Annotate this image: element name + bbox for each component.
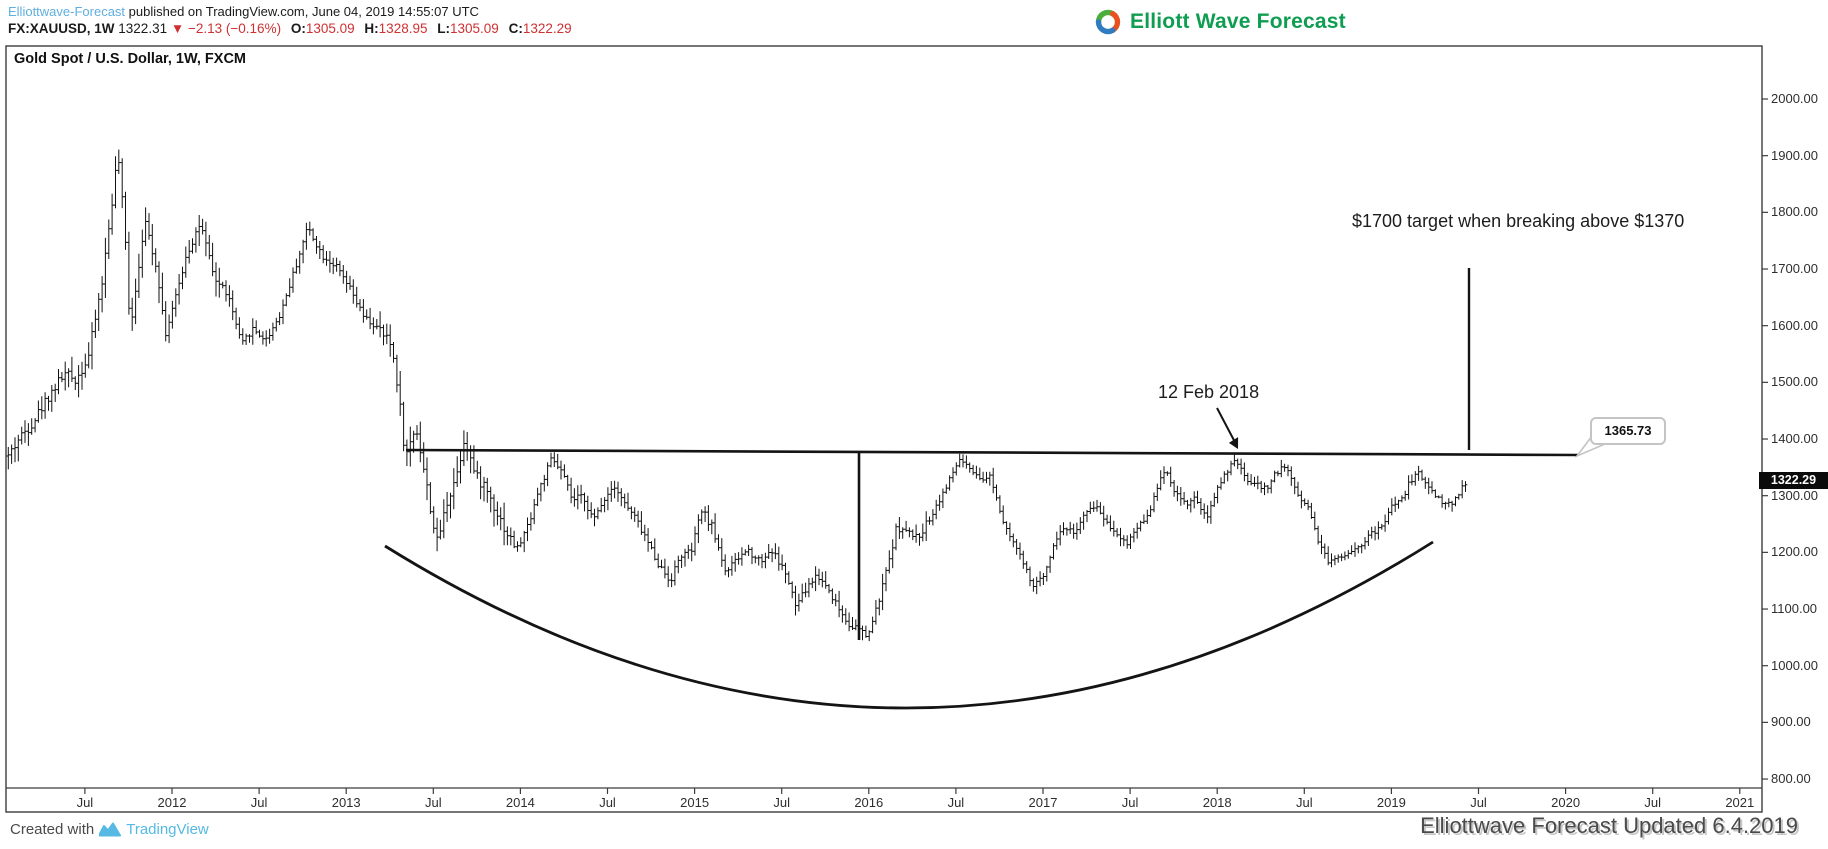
close-value: 1322.29 bbox=[522, 21, 572, 36]
x-axis-label: 2020 bbox=[1551, 795, 1581, 810]
target-annotation: $1700 target when breaking above $1370 bbox=[1352, 211, 1685, 231]
open-label: O: bbox=[290, 21, 306, 36]
x-axis-label: Jul bbox=[424, 795, 442, 810]
y-axis-label: 1300.00 bbox=[1771, 487, 1818, 503]
y-axis-label: 1800.00 bbox=[1771, 204, 1818, 220]
annotation-arrow-shaft bbox=[1216, 407, 1238, 447]
y-axis-label: 2000.00 bbox=[1771, 91, 1818, 106]
down-triangle-icon: ▼ bbox=[170, 21, 185, 36]
resistance-trendline bbox=[405, 448, 1579, 457]
publisher-link[interactable]: Elliottwave-Forecast bbox=[8, 4, 126, 19]
x-axis-label: 2018 bbox=[1202, 795, 1232, 810]
publish-suffix: published on TradingView.com, June 04, 2… bbox=[125, 4, 479, 19]
symbol-ohlc-line: FX:XAUUSD, 1W 1322.31 ▼ −2.13 (−0.16%) O… bbox=[8, 21, 572, 36]
x-axis-label: 2013 bbox=[331, 795, 361, 810]
tradingview-icon bbox=[99, 822, 122, 836]
price-change: −2.13 (−0.16%) bbox=[188, 21, 282, 36]
publish-line: Elliottwave-Forecast published on Tradin… bbox=[8, 4, 479, 19]
brand-swirl-icon bbox=[1095, 9, 1121, 35]
last-price: 1322.31 bbox=[118, 21, 168, 36]
chart-frame bbox=[5, 45, 1763, 813]
tradingview-link[interactable]: TradingView bbox=[126, 821, 209, 838]
x-axis-label: Jul bbox=[76, 795, 94, 810]
ohlc-bars bbox=[6, 149, 1468, 642]
y-axis-label: 1100.00 bbox=[1771, 601, 1818, 617]
chart-title: Gold Spot / U.S. Dollar, 1W, FXCM bbox=[14, 51, 247, 67]
y-axis-label: 800.00 bbox=[1771, 771, 1811, 787]
low-value: 1305.09 bbox=[450, 21, 499, 36]
trendline-price-bubble: 1365.73 bbox=[1590, 417, 1666, 445]
x-axis-label: Jul bbox=[1121, 795, 1139, 810]
y-axis-label: 1900.00 bbox=[1771, 147, 1818, 163]
x-axis-label: 2017 bbox=[1028, 795, 1058, 810]
high-label: H: bbox=[364, 21, 379, 36]
x-axis-label: 2016 bbox=[854, 795, 884, 810]
annotation-arrow-head bbox=[1228, 437, 1239, 449]
x-axis-label: 2019 bbox=[1376, 795, 1406, 810]
update-stamp: Elliottwave Forecast Updated 6.4.2019 bbox=[1420, 813, 1798, 838]
close-label: C: bbox=[508, 21, 523, 36]
x-axis-label: Jul bbox=[947, 795, 965, 810]
y-axis-label: 1600.00 bbox=[1771, 317, 1818, 333]
x-axis-label: Jul bbox=[773, 795, 790, 810]
x-axis-label: Jul bbox=[1295, 795, 1313, 810]
x-axis-label: 2021 bbox=[1725, 795, 1755, 810]
tradingview-attribution[interactable]: Created with TradingView bbox=[10, 821, 209, 838]
x-axis-label: Jul bbox=[1470, 795, 1487, 810]
x-axis-label: 2014 bbox=[505, 795, 535, 810]
y-axis-label: 1700.00 bbox=[1771, 261, 1818, 276]
y-axis-label: 1000.00 bbox=[1771, 657, 1818, 673]
created-with-label: Created with bbox=[10, 821, 95, 838]
brand-logo: Elliott Wave Forecast bbox=[1093, 7, 1346, 37]
y-axis-label: 1200.00 bbox=[1771, 544, 1818, 560]
y-axis-label: 900.00 bbox=[1771, 714, 1811, 730]
x-axis-label: Jul bbox=[1644, 795, 1661, 810]
date-annotation: 12 Feb 2018 bbox=[1158, 382, 1260, 402]
high-value: 1328.95 bbox=[378, 21, 428, 36]
y-axis-label: 1400.00 bbox=[1771, 431, 1818, 447]
brand-name: Elliott Wave Forecast bbox=[1130, 10, 1346, 33]
rounding-bottom-curve bbox=[384, 540, 1434, 710]
x-axis-label: Jul bbox=[250, 795, 268, 810]
x-axis-label: 2015 bbox=[680, 795, 710, 810]
y-axis-label: 1500.00 bbox=[1771, 374, 1818, 390]
symbol-name[interactable]: FX:XAUUSD, 1W bbox=[8, 21, 115, 36]
last-price-tag: 1322.29 bbox=[1759, 472, 1828, 489]
low-label: L: bbox=[437, 21, 450, 36]
x-axis-label: 2012 bbox=[157, 795, 187, 810]
x-axis-label: Jul bbox=[599, 795, 616, 810]
open-value: 1305.09 bbox=[305, 21, 355, 36]
